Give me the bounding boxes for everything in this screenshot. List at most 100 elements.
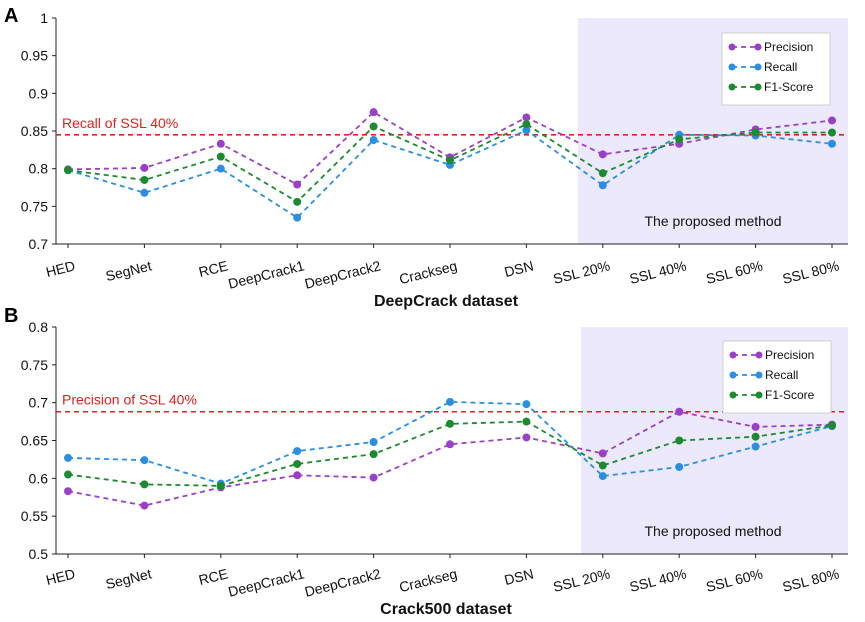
data-point-precision <box>522 113 531 122</box>
data-point-recall <box>598 181 607 190</box>
data-point-recall <box>828 139 836 148</box>
series-line-precision <box>67 410 833 507</box>
data-point-f1-score <box>598 461 607 470</box>
legend-label: F1-Score <box>764 80 814 94</box>
x-tick-label: SSL 40% <box>628 257 688 287</box>
data-point-recall <box>293 213 302 222</box>
legend-label: Precision <box>765 348 814 362</box>
data-point-f1-score <box>751 432 760 441</box>
series-line-precision <box>67 111 833 186</box>
data-point-f1-score <box>140 480 149 489</box>
data-point-f1-score <box>446 419 454 428</box>
y-tick-label: 0.75 <box>21 357 48 373</box>
legend-box <box>722 340 832 414</box>
x-axis-label: Crack500 dataset <box>380 601 512 618</box>
data-point-precision <box>216 139 225 148</box>
proposed-method-label: The proposed method <box>645 523 782 539</box>
data-point-recall <box>446 397 454 406</box>
legend: Precision Recall F1-Score <box>721 32 831 106</box>
x-tick-label: SSL 40% <box>628 565 688 595</box>
legend-marker <box>729 391 737 399</box>
x-tick-label: DSN <box>503 257 536 280</box>
legend-marker <box>755 391 763 399</box>
x-tick-label: DSN <box>503 565 536 588</box>
data-point-recall <box>140 188 149 197</box>
reference-line-label: Precision of SSL 40% <box>62 392 197 408</box>
data-point-f1-score <box>216 152 225 161</box>
data-point-precision <box>140 163 149 172</box>
legend-marker <box>754 43 762 51</box>
y-tick-label: 0.75 <box>21 198 48 214</box>
x-tick-label: SegNet <box>104 257 153 284</box>
legend-marker <box>755 371 763 379</box>
data-point-f1-score <box>828 128 836 137</box>
x-tick-label: SSL 60% <box>704 257 764 287</box>
y-tick-label: 0.6 <box>29 470 49 486</box>
legend-label: Recall <box>764 60 797 74</box>
x-tick-label: SSL 80% <box>781 257 841 287</box>
y-tick-label: 1 <box>40 10 48 26</box>
legend-box <box>721 32 831 106</box>
x-tick-label: RCE <box>197 565 230 588</box>
legend-label: F1-Score <box>765 388 815 402</box>
y-tick-label: 0.7 <box>29 236 49 252</box>
data-point-f1-score <box>751 128 760 137</box>
data-point-f1-score <box>369 450 378 459</box>
panel-letter: A <box>4 5 18 27</box>
data-point-recall <box>369 438 378 447</box>
data-point-precision <box>369 473 378 482</box>
data-point-precision <box>293 180 302 189</box>
x-tick-label: DeepCrack2 <box>303 257 383 291</box>
y-tick-label: 0.8 <box>29 319 49 335</box>
y-tick-label: 0.95 <box>21 48 48 64</box>
data-point-f1-score <box>446 156 454 165</box>
panel-letter: B <box>4 305 18 327</box>
data-point-f1-score <box>64 470 72 479</box>
data-point-f1-score <box>675 135 684 144</box>
y-tick-label: 0.5 <box>29 546 49 562</box>
data-point-precision <box>64 487 72 496</box>
data-point-recall <box>751 442 760 451</box>
series-line-recall <box>67 401 833 485</box>
legend: Precision Recall F1-Score <box>722 340 832 414</box>
data-point-f1-score <box>675 436 684 445</box>
legend-marker <box>729 371 737 379</box>
x-tick-label: Crackseg <box>397 257 458 287</box>
data-point-f1-score <box>598 169 607 178</box>
data-point-f1-score <box>64 166 72 175</box>
y-tick-label: 0.55 <box>21 508 48 524</box>
x-tick-label: HED <box>44 565 77 588</box>
x-tick-label: SegNet <box>104 565 153 592</box>
data-point-precision <box>598 150 607 159</box>
x-tick-label: SSL 60% <box>704 565 764 595</box>
series-line-f1-score <box>67 420 833 487</box>
data-point-recall <box>216 164 225 173</box>
data-point-f1-score <box>216 481 225 490</box>
data-point-recall <box>140 456 149 465</box>
legend-marker <box>729 351 737 359</box>
data-point-recall <box>522 126 531 135</box>
x-tick-label: HED <box>44 257 77 280</box>
data-point-precision <box>598 449 607 458</box>
data-point-recall <box>293 447 302 456</box>
x-tick-label: Crackseg <box>397 565 458 595</box>
legend-label: Precision <box>764 40 813 54</box>
legend-label: Recall <box>765 368 798 382</box>
data-point-recall <box>598 472 607 481</box>
data-point-precision <box>293 471 302 480</box>
y-tick-label: 0.85 <box>21 123 48 139</box>
y-tick-label: 0.65 <box>21 433 48 449</box>
y-tick-label: 0.8 <box>29 161 49 177</box>
data-point-recall <box>369 136 378 145</box>
data-point-precision <box>828 116 836 125</box>
legend-marker <box>728 43 736 51</box>
data-point-precision <box>446 440 454 449</box>
data-point-precision <box>751 422 760 431</box>
data-point-recall <box>64 453 72 462</box>
x-tick-label: DeepCrack1 <box>227 565 307 599</box>
proposed-method-label: The proposed method <box>645 213 782 229</box>
legend-marker <box>755 351 763 359</box>
